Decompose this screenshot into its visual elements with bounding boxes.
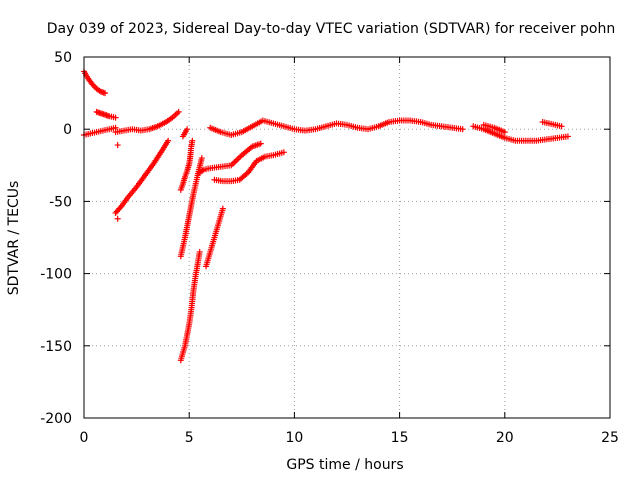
series-track-5: [112, 137, 172, 216]
series-track-18: [539, 118, 565, 130]
x-tick-label: 20: [496, 430, 514, 446]
chart-title: Day 039 of 2023, Sidereal Day-to-day VTE…: [47, 21, 615, 37]
series-track-14: [211, 149, 287, 185]
series-track-4: [112, 108, 182, 136]
series-track-1: [81, 68, 109, 97]
data-point: [184, 126, 191, 133]
series-track-7: [114, 142, 121, 149]
series-track-10: [177, 248, 203, 364]
y-tick-label: -50: [49, 194, 72, 210]
series-track-16: [470, 123, 571, 144]
x-tick-label: 0: [80, 430, 89, 446]
y-axis-label: SDTVAR / TECUs: [6, 181, 22, 296]
data-point: [114, 215, 121, 222]
data-point: [189, 137, 196, 144]
data-point: [501, 129, 508, 136]
data-points: [81, 68, 571, 364]
data-point: [114, 142, 121, 149]
x-tick-label: 25: [601, 430, 619, 446]
x-tick-label: 15: [391, 430, 409, 446]
series-track-3: [93, 108, 119, 121]
series-track-13: [203, 205, 226, 270]
data-point: [558, 123, 565, 130]
data-point: [112, 114, 119, 121]
series-track-6: [114, 215, 121, 222]
x-tick-label: 10: [285, 430, 303, 446]
data-point: [165, 137, 172, 144]
series-track-2: [81, 124, 119, 138]
data-point: [564, 133, 571, 140]
y-tick-label: 0: [63, 122, 72, 138]
series-track-15: [207, 117, 466, 138]
series-track-12: [196, 140, 264, 176]
series-track-11: [179, 126, 191, 140]
data-point: [175, 108, 182, 115]
series-track-17: [480, 121, 508, 136]
data-point: [280, 149, 287, 156]
x-axis-label: GPS time / hours: [286, 457, 403, 473]
data-point: [102, 90, 109, 97]
series-track-8: [177, 137, 196, 193]
plot-frame: [83, 56, 611, 419]
grid: [84, 57, 610, 418]
y-tick-label: 50: [54, 50, 72, 66]
y-tick-label: -100: [40, 267, 72, 283]
y-tick-label: -150: [40, 339, 72, 355]
x-tick-label: 5: [185, 430, 194, 446]
data-point: [196, 248, 203, 255]
data-point: [219, 205, 226, 212]
data-point: [459, 126, 466, 133]
data-point: [198, 155, 205, 162]
data-point: [257, 140, 264, 147]
y-tick-label: -200: [40, 411, 72, 427]
axis-ticks: 0 5 10 15 20 25 50 0 -50 -100 -150 -200: [40, 50, 619, 446]
